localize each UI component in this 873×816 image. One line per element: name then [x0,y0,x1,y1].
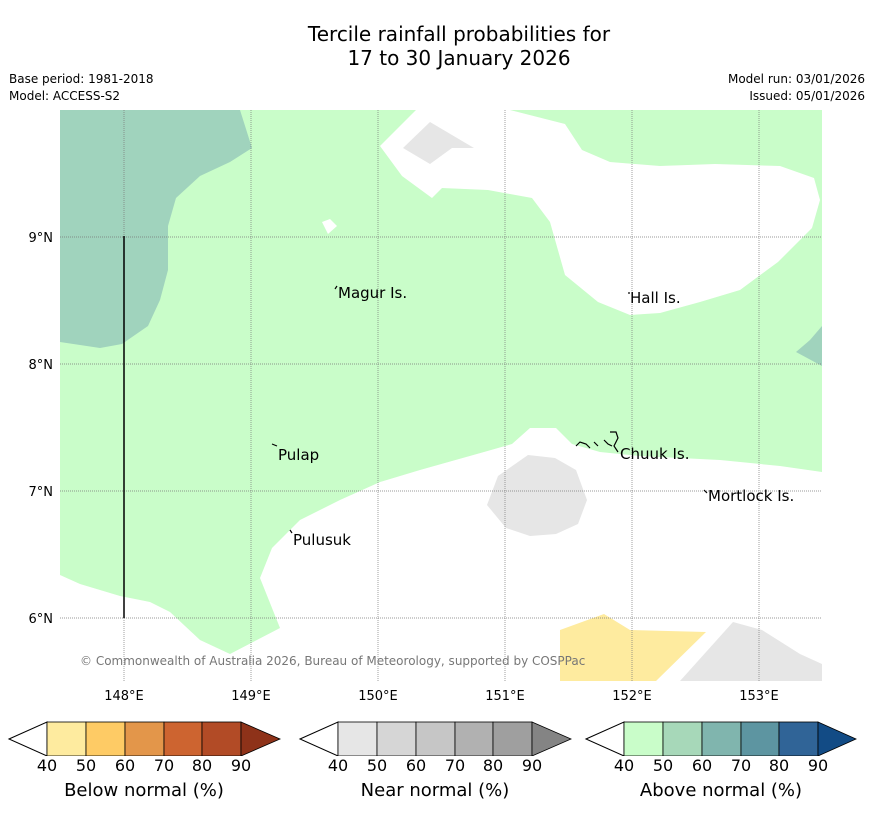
mortlock-island-shape [703,489,708,494]
tick-label: 70 [153,756,175,775]
issued-date: Issued: 05/01/2026 [749,89,865,103]
meta-right: Model run: 03/01/2026 Issued: 05/01/2026 [728,71,865,105]
colorbar-segment [778,721,819,756]
island-markers [271,285,708,534]
tick-label: 60 [691,756,713,775]
lat-label: 8°N [29,358,54,373]
colorbar-max-arrow [817,721,857,756]
colorbar-segment [337,721,378,756]
near-normal-patch-southeast [680,622,822,681]
near-normal-patch-central [487,455,587,536]
near-normal-patch-north [403,122,474,164]
model-name: Model: ACCESS-S2 [9,89,121,103]
colorbar-segment [415,721,456,756]
colorbar-below [7,721,282,756]
legend-title: Below normal (%) [64,780,224,801]
tick-label: 90 [230,756,252,775]
longitude-labels: 148°E 149°E 150°E 151°E 152°E 153°E [104,689,779,704]
gridlines [60,110,822,681]
tick-label: 70 [444,756,466,775]
lon-label: 150°E [358,689,398,704]
lon-label: 149°E [231,689,271,704]
white-patch [322,219,337,234]
magur-island-shape [334,285,338,290]
lon-label: 148°E [104,689,144,704]
colorbar-segment [124,721,165,756]
tick-label: 50 [366,756,388,775]
above-normal-region [60,110,822,654]
place-label-mortlock: Mortlock Is. [708,487,794,505]
lon-label: 153°E [739,689,779,704]
pulap-island-shape [271,443,278,447]
place-label-chuuk: Chuuk Is. [620,445,689,463]
colorbar-segment [46,721,87,756]
colorbar-segment [163,721,203,756]
base-period: Base period: 1981-2018 [9,72,154,86]
place-label-magur: Magur Is. [338,284,407,302]
chuuk-island-shape [575,431,619,453]
colorbar-segment [492,721,533,756]
title-line-1: Tercile rainfall probabilities for [307,22,611,46]
colorbar-segment [376,721,417,756]
colorbar-max-arrow [240,721,282,756]
colorbar-max-arrow [531,721,573,756]
above-normal-60-edge [796,326,822,366]
map-area[interactable]: © Commonwealth of Australia 2026, Bureau… [0,0,873,716]
title-line-2: 17 to 30 January 2026 [347,46,571,70]
colorbar-ticks: 40 50 60 70 80 90 [577,756,873,776]
copyright-text: © Commonwealth of Australia 2026, Bureau… [80,654,585,668]
legend-title: Above normal (%) [639,780,803,801]
below-normal-patch [560,614,706,681]
colorbar-ticks: 40 50 60 70 80 90 [291,756,591,776]
colorbar-above [584,721,857,756]
colorbar-segment [623,721,664,756]
tick-label: 40 [613,756,635,775]
place-label-pulusuk: Pulusuk [293,531,351,549]
tick-label: 80 [482,756,504,775]
legend-title: Near normal (%) [360,780,510,801]
tick-label: 50 [75,756,97,775]
tick-label: 90 [807,756,829,775]
model-run: Model run: 03/01/2026 [727,72,865,86]
colorbar-segment [85,721,126,756]
pulusuk-island-shape [289,529,293,534]
colorbar-min-arrow [298,721,339,756]
colorbar-segment [454,721,494,756]
tick-label: 80 [191,756,213,775]
tick-label: 40 [327,756,349,775]
colorbar-min-arrow [7,721,48,756]
legend-near-normal: 40 50 60 70 80 90 Near normal (%) [291,716,591,816]
colorbar-segment [662,721,703,756]
meta-left: Base period: 1981-2018 Model: ACCESS-S2 [9,71,154,105]
place-label-hall: Hall Is. [630,289,681,307]
colorbar-segment [701,721,742,756]
colorbar-segment [740,721,780,756]
tick-label: 90 [521,756,543,775]
tick-label: 60 [114,756,136,775]
lon-label: 152°E [612,689,652,704]
above-normal-60-region [60,110,252,348]
lat-label: 6°N [29,612,54,627]
map-title: Tercile rainfall probabilities for 17 to… [0,22,873,70]
colorbar-near [298,721,573,756]
lat-label: 9°N [29,231,54,246]
lon-label: 151°E [485,689,525,704]
tick-label: 80 [768,756,790,775]
colorbar-ticks: 40 50 60 70 80 90 [0,756,300,776]
lat-label: 7°N [29,485,54,500]
colorbar-min-arrow [584,721,625,756]
colorbar-segment [201,721,242,756]
legend-below-normal: 40 50 60 70 80 90 Below normal (%) [0,716,300,816]
legend-above-normal: 40 50 60 70 80 90 Above normal (%) [577,716,873,816]
tick-label: 60 [405,756,427,775]
latitude-labels: 9°N 8°N 7°N 6°N [29,231,54,627]
tick-label: 50 [652,756,674,775]
tick-label: 70 [730,756,752,775]
tick-label: 40 [36,756,58,775]
place-label-pulap: Pulap [278,446,319,464]
